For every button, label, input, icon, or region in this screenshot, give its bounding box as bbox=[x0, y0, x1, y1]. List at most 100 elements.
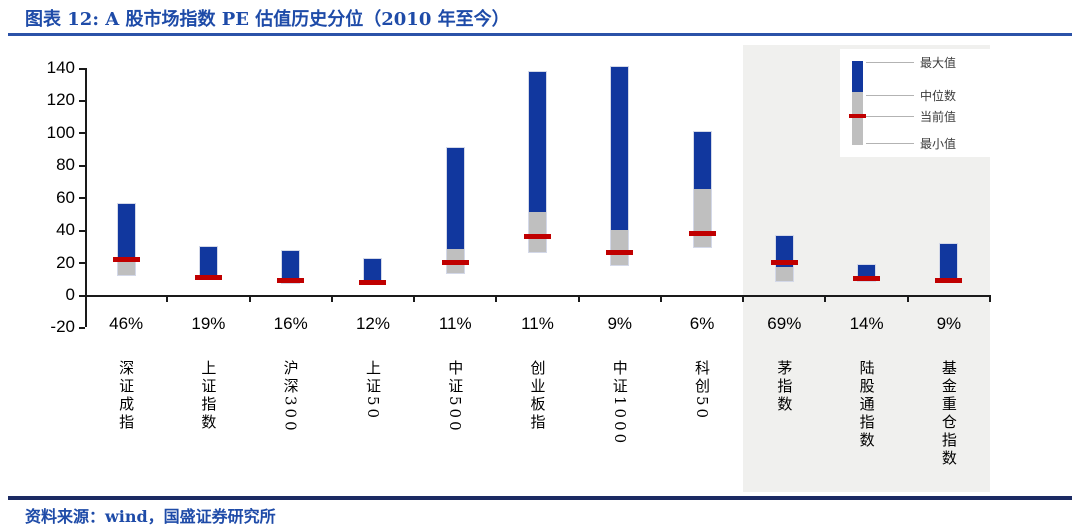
x-tick bbox=[824, 295, 827, 302]
range-bar bbox=[363, 257, 383, 286]
y-tick-label: 40 bbox=[56, 220, 75, 240]
category-label: 陆股通指数 bbox=[857, 360, 876, 450]
current-value-marker bbox=[359, 279, 387, 285]
percentile-label: 19% bbox=[191, 314, 226, 333]
range-bar bbox=[198, 246, 218, 281]
range-bar bbox=[774, 235, 794, 283]
percentile-label: 11% bbox=[438, 314, 472, 333]
y-tick bbox=[79, 67, 85, 70]
x-tick bbox=[495, 295, 498, 302]
median-to-max-segment bbox=[940, 244, 958, 279]
median-to-max-segment bbox=[446, 148, 464, 249]
x-axis-line bbox=[85, 295, 990, 297]
x-tick bbox=[413, 295, 416, 302]
category-label: 上证指数 bbox=[199, 360, 218, 432]
current-value-marker bbox=[112, 256, 140, 262]
legend-leader-line bbox=[866, 95, 914, 96]
y-tick bbox=[79, 229, 85, 232]
top-divider bbox=[8, 33, 1072, 36]
median-to-max-segment bbox=[364, 258, 382, 280]
x-tick bbox=[330, 295, 333, 302]
percentile-label: 12% bbox=[355, 314, 390, 333]
legend-max-median-swatch bbox=[852, 61, 863, 92]
percentile-label: 11% bbox=[521, 314, 554, 333]
median-to-max-segment bbox=[282, 250, 300, 279]
y-tick bbox=[79, 262, 85, 265]
current-value-marker bbox=[606, 250, 634, 256]
median-to-max-segment bbox=[693, 132, 711, 189]
category-label: 中证1000 bbox=[610, 360, 629, 447]
current-value-marker bbox=[277, 277, 305, 283]
category-label: 中证500 bbox=[446, 360, 465, 434]
range-bar bbox=[445, 147, 465, 274]
y-tick-label: 140 bbox=[46, 58, 75, 77]
percentile-label: 46% bbox=[109, 314, 144, 333]
x-tick bbox=[659, 295, 662, 302]
legend-median-min-swatch bbox=[852, 92, 863, 145]
x-tick bbox=[248, 295, 251, 302]
x-tick bbox=[989, 295, 991, 302]
percentile-label: 9% bbox=[607, 314, 633, 333]
y-tick bbox=[79, 132, 85, 135]
current-value-marker bbox=[194, 274, 222, 280]
y-tick-label: 120 bbox=[46, 90, 75, 110]
legend-item-label: 当前值 bbox=[920, 110, 957, 124]
current-value-marker bbox=[770, 260, 798, 266]
x-tick bbox=[906, 295, 909, 302]
range-bar bbox=[116, 202, 136, 276]
percentile-label: 14% bbox=[849, 314, 884, 333]
median-to-max-segment bbox=[611, 67, 629, 230]
range-bar bbox=[692, 131, 712, 248]
y-tick-label: 100 bbox=[46, 122, 75, 142]
y-tick-label: 0 bbox=[65, 285, 75, 304]
range-bar bbox=[281, 249, 301, 284]
y-axis-line bbox=[85, 68, 87, 328]
category-label: 上证50 bbox=[363, 360, 382, 422]
bottom-divider bbox=[8, 496, 1072, 500]
y-tick-label: 80 bbox=[56, 155, 75, 175]
category-label: 沪深300 bbox=[281, 360, 300, 434]
legend-leader-line bbox=[866, 143, 914, 144]
category-label: 创业板指 bbox=[528, 360, 547, 432]
range-bar bbox=[528, 71, 547, 253]
x-tick bbox=[577, 295, 580, 302]
median-to-max-segment bbox=[199, 247, 217, 277]
y-tick bbox=[79, 99, 85, 102]
current-value-marker bbox=[935, 277, 963, 283]
y-tick bbox=[79, 164, 85, 167]
y-tick bbox=[79, 294, 85, 297]
percentile-label: 9% bbox=[936, 314, 962, 333]
current-value-marker bbox=[853, 276, 881, 282]
current-value-marker bbox=[524, 234, 551, 240]
range-bar bbox=[939, 243, 959, 283]
source-note: 资料来源：wind，国盛证券研究所 bbox=[25, 507, 276, 526]
percentile-label: 69% bbox=[767, 314, 802, 333]
legend: 最大值中位数当前值最小值 bbox=[840, 49, 1012, 157]
current-value-marker bbox=[441, 260, 469, 266]
category-label: 基金重仓指数 bbox=[939, 360, 958, 468]
y-tick bbox=[79, 326, 85, 329]
median-to-max-segment bbox=[117, 203, 135, 259]
x-tick bbox=[166, 295, 169, 302]
y-tick bbox=[79, 197, 85, 200]
category-label: 科创50 bbox=[693, 360, 712, 422]
percentile-label: 16% bbox=[273, 314, 308, 333]
legend-current-swatch bbox=[849, 114, 866, 118]
category-label: 深证成指 bbox=[117, 360, 136, 432]
legend-item-label: 最小值 bbox=[920, 137, 957, 151]
median-to-max-segment bbox=[529, 72, 546, 212]
legend-leader-line bbox=[866, 116, 914, 117]
category-label: 茅指数 bbox=[775, 360, 794, 414]
median-to-max-segment bbox=[858, 265, 876, 277]
legend-item-label: 最大值 bbox=[920, 56, 957, 70]
current-value-marker bbox=[688, 230, 716, 236]
y-tick-label: -20 bbox=[50, 317, 75, 337]
y-tick-label: 60 bbox=[56, 187, 75, 207]
legend-item-label: 中位数 bbox=[920, 89, 957, 103]
range-bar bbox=[610, 66, 630, 266]
figure-title: 图表 12: A 股市场指数 PE 估值历史分位（2010 年至今） bbox=[25, 9, 510, 30]
percentile-label: 6% bbox=[689, 314, 715, 333]
legend-leader-line bbox=[866, 62, 914, 63]
